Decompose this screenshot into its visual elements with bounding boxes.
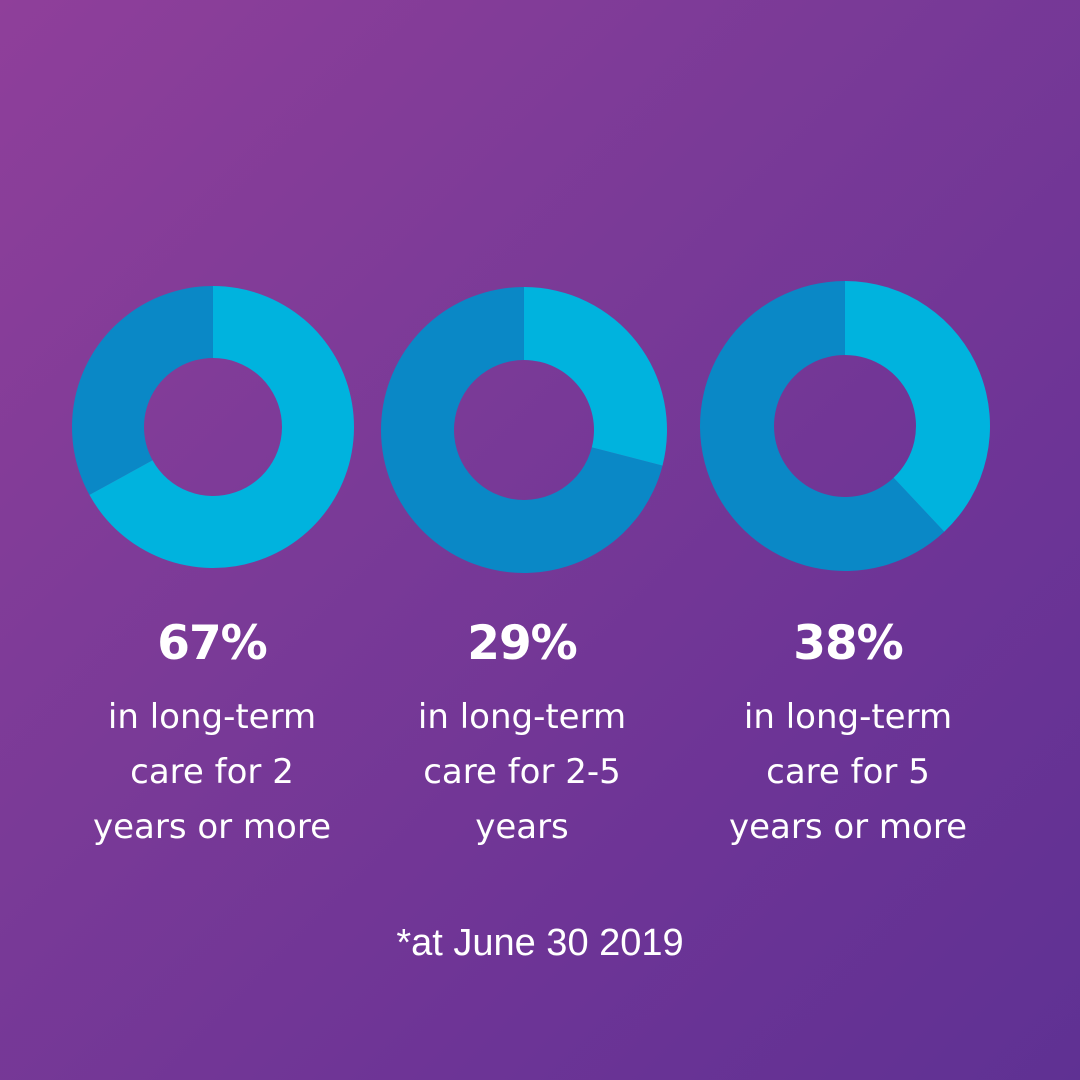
description-3-line-3: years or more (728, 807, 968, 847)
description-3: in long-term care for 5 years or more (688, 690, 1008, 855)
description-1: in long-term care for 2 years or more (52, 690, 372, 855)
donut-chart-1 (72, 286, 354, 568)
stat-2: 29% in long-term care for 2-5 years (362, 0, 682, 900)
description-1-line-3: years or more (92, 807, 332, 847)
footnote: *at June 30 2019 (396, 922, 684, 964)
description-3-line-2: care for 5 (766, 752, 930, 792)
description-1-line-2: care for 2 (130, 752, 294, 792)
description-2: in long-term care for 2-5 years (362, 690, 682, 855)
donut-chart-2 (381, 287, 667, 573)
donut-2-value-slice (524, 287, 667, 466)
donut-1-value-slice (89, 286, 354, 568)
donut-1-remainder-slice (72, 286, 213, 495)
description-3-line-1: in long-term (743, 697, 953, 737)
donut-chart-3 (700, 281, 990, 571)
percent-1: 67% (157, 616, 268, 671)
description-2-line-2: care for 2-5 (423, 752, 621, 792)
percent-2: 29% (467, 616, 578, 671)
donut-3-value-slice (845, 281, 990, 532)
donut-3-remainder-slice (700, 281, 945, 571)
stat-1: 67% in long-term care for 2 years or mor… (52, 0, 372, 900)
description-2-line-1: in long-term (417, 697, 627, 737)
description-2-line-3: years (475, 807, 569, 847)
description-1-line-1: in long-term (107, 697, 317, 737)
donut-2-remainder-slice (381, 287, 663, 573)
stat-3: 38% in long-term care for 5 years or mor… (688, 0, 1008, 900)
percent-3: 38% (793, 616, 904, 671)
